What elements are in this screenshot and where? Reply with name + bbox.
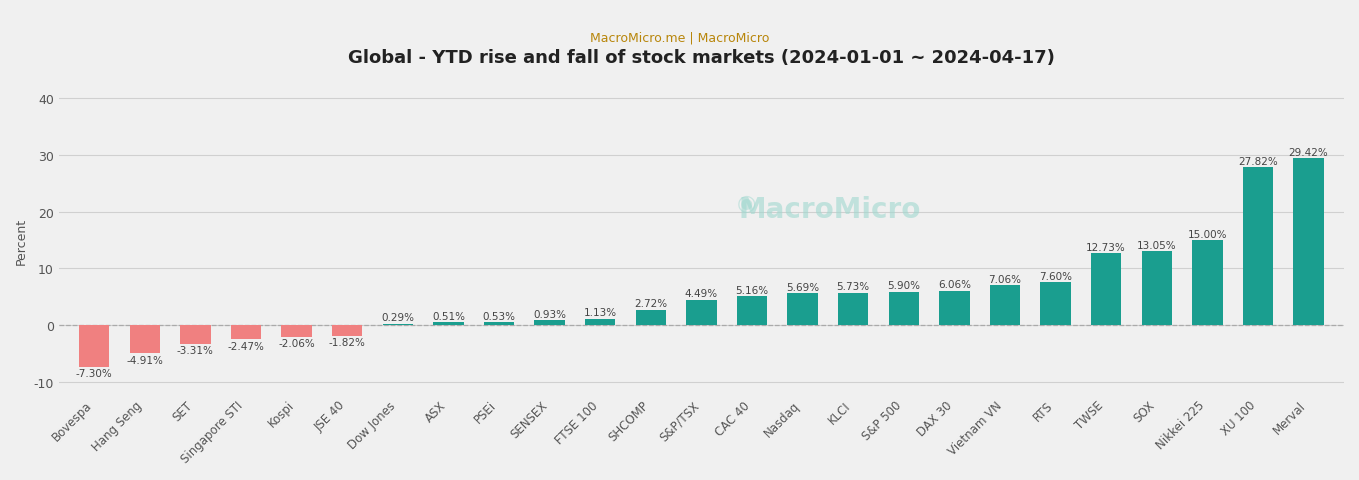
Bar	[1142, 252, 1171, 325]
Text: 13.05%: 13.05%	[1137, 240, 1177, 250]
Bar	[889, 292, 919, 325]
Bar	[181, 325, 211, 344]
Text: 5.16%: 5.16%	[735, 285, 769, 295]
Bar	[281, 325, 311, 337]
Bar	[434, 323, 463, 325]
Y-axis label: Percent: Percent	[15, 217, 29, 264]
Text: 0.53%: 0.53%	[482, 311, 515, 321]
Bar	[534, 320, 565, 325]
Text: 15.00%: 15.00%	[1188, 229, 1227, 239]
Bar	[989, 286, 1021, 325]
Text: 2.72%: 2.72%	[635, 299, 667, 309]
Bar	[1192, 240, 1223, 325]
Bar	[787, 293, 818, 325]
Bar	[1242, 168, 1273, 325]
Bar	[484, 323, 514, 325]
Text: ◉: ◉	[737, 194, 756, 214]
Text: 4.49%: 4.49%	[685, 288, 718, 299]
Bar	[383, 324, 413, 325]
Text: 12.73%: 12.73%	[1086, 242, 1127, 252]
Text: 27.82%: 27.82%	[1238, 156, 1277, 167]
Text: 5.69%: 5.69%	[786, 282, 819, 292]
Bar	[1091, 253, 1121, 325]
Bar	[939, 291, 969, 325]
Text: -7.30%: -7.30%	[76, 368, 113, 378]
Bar	[636, 310, 666, 325]
Text: -3.31%: -3.31%	[177, 346, 213, 356]
Text: -4.91%: -4.91%	[126, 355, 163, 365]
Text: 5.73%: 5.73%	[837, 282, 870, 292]
Text: 0.29%: 0.29%	[382, 312, 414, 323]
Title: Global - YTD rise and fall of stock markets (2024-01-01 ~ 2024-04-17): Global - YTD rise and fall of stock mark…	[348, 48, 1055, 67]
Text: -2.47%: -2.47%	[227, 341, 265, 351]
Text: 29.42%: 29.42%	[1288, 147, 1329, 157]
Text: -1.82%: -1.82%	[329, 337, 366, 347]
Bar	[79, 325, 109, 367]
Bar	[129, 325, 160, 353]
Text: MacroMicro.me | MacroMicro: MacroMicro.me | MacroMicro	[590, 31, 769, 44]
Bar	[584, 319, 616, 325]
Bar	[1294, 159, 1324, 325]
Bar	[839, 293, 868, 325]
Text: MacroMicro: MacroMicro	[739, 196, 921, 224]
Text: 0.93%: 0.93%	[533, 309, 567, 319]
Bar	[1041, 283, 1071, 325]
Bar	[686, 300, 716, 325]
Text: 6.06%: 6.06%	[938, 280, 970, 290]
Bar	[737, 296, 768, 325]
Bar	[332, 325, 363, 336]
Text: 7.60%: 7.60%	[1040, 271, 1072, 281]
Bar	[231, 325, 261, 339]
Text: -2.06%: -2.06%	[279, 339, 315, 348]
Text: 1.13%: 1.13%	[583, 308, 617, 318]
Text: 0.51%: 0.51%	[432, 311, 465, 321]
Text: 5.90%: 5.90%	[887, 281, 920, 291]
Text: 7.06%: 7.06%	[988, 274, 1022, 284]
